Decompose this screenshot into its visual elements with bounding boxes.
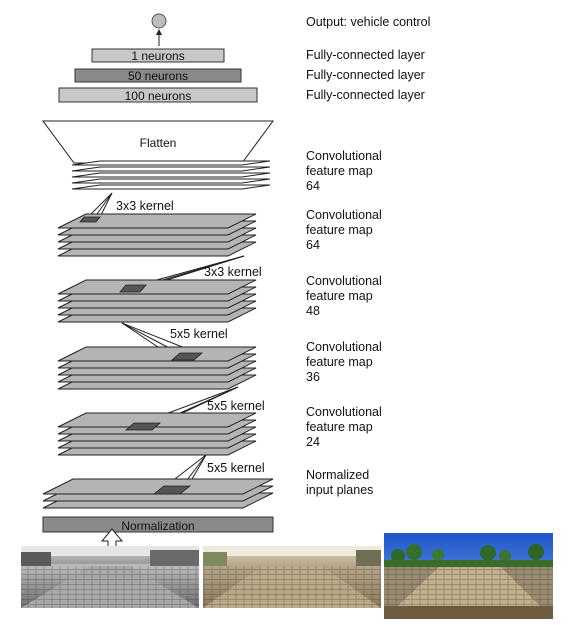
kernel-label-5: 5x5 kernel: [207, 461, 265, 475]
conv-24-line1: Convolutional: [306, 405, 382, 419]
kernel-patch-2: [119, 284, 147, 293]
fc-layer-3-neurons: 100 neurons: [125, 89, 192, 103]
output-arrow: [156, 29, 162, 46]
kernel-patch-1: [79, 216, 101, 223]
conv-64a-line1: Convolutional: [306, 149, 382, 163]
normalization-layer: Normalization: [42, 516, 274, 533]
conv-64b-line1: Convolutional: [306, 208, 382, 222]
conv-24-line3: 24: [306, 435, 320, 449]
input-image-grayscale: [21, 546, 199, 608]
input-planes-line1: Normalized: [306, 468, 369, 482]
input-planes: [42, 478, 274, 509]
conv-48-line2: feature map: [306, 289, 373, 303]
kernel-label-2: 3x3 kernel: [204, 265, 262, 279]
conv-stack-64b: [57, 213, 257, 257]
output-label: Output: vehicle control: [306, 15, 430, 29]
flatten-layer: Flatten: [42, 120, 274, 164]
conv-stack-64a: [71, 160, 271, 190]
input-image-color: [384, 533, 553, 619]
conv-64a-line3: 64: [306, 179, 320, 193]
kernel-patch-3: [170, 352, 204, 361]
fc-layer-2: 50 neurons: [74, 68, 242, 83]
conv-64b-line3: 64: [306, 238, 320, 252]
fc-layer-1-neurons: 1 neurons: [131, 49, 184, 63]
fc-layer-3: 100 neurons: [58, 87, 258, 103]
fc-layer-3-label: Fully-connected layer: [306, 88, 425, 102]
kernel-patch-5: [152, 485, 192, 495]
input-image-sepia: [203, 546, 381, 608]
conv-36-line3: 36: [306, 370, 320, 384]
conv-stack-48: [57, 279, 257, 323]
fc-layer-1: 1 neurons: [91, 48, 225, 63]
fc-layer-1-label: Fully-connected layer: [306, 48, 425, 62]
conv-stack-36: [57, 346, 257, 390]
conv-64a-line2: feature map: [306, 164, 373, 178]
kernel-label-3: 5x5 kernel: [170, 327, 228, 341]
kernel-label-4: 5x5 kernel: [207, 399, 265, 413]
conv-64b-line2: feature map: [306, 223, 373, 237]
fc-layer-2-neurons: 50 neurons: [128, 69, 188, 83]
normalization-label: Normalization: [121, 519, 194, 533]
conv-stack-24: [57, 412, 257, 456]
fc-layer-2-label: Fully-connected layer: [306, 68, 425, 82]
kernel-label-1: 3x3 kernel: [116, 199, 174, 213]
conv-24-line2: feature map: [306, 420, 373, 434]
conv-48-line1: Convolutional: [306, 274, 382, 288]
conv-36-line1: Convolutional: [306, 340, 382, 354]
conv-36-line2: feature map: [306, 355, 373, 369]
output-node: [151, 13, 167, 29]
input-planes-line2: input planes: [306, 483, 373, 497]
kernel-patch-4: [124, 422, 162, 431]
flatten-label: Flatten: [140, 136, 177, 150]
conv-48-line3: 48: [306, 304, 320, 318]
